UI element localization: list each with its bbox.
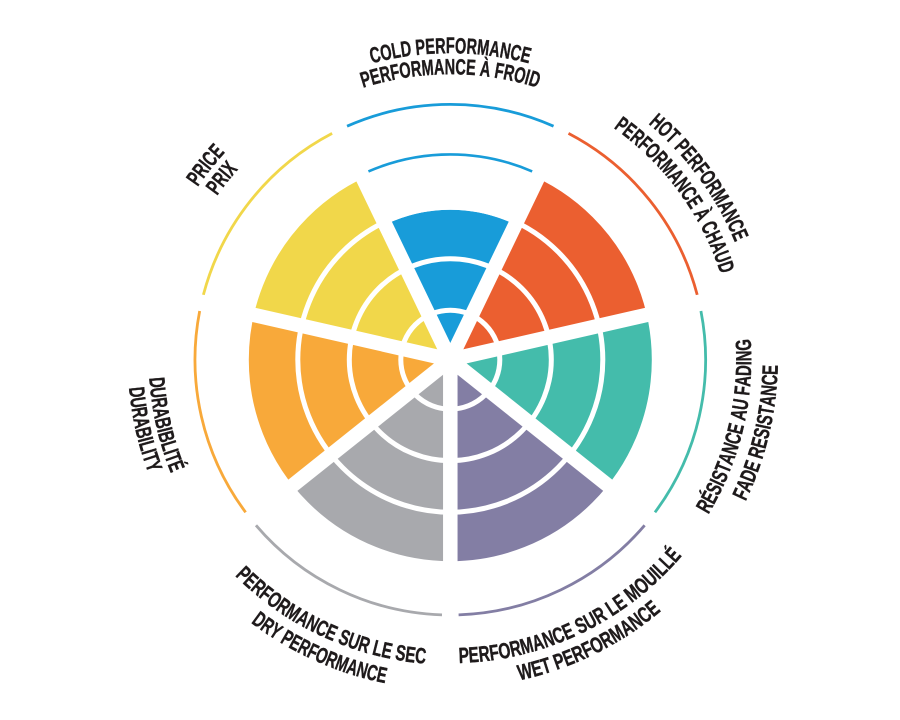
svg-text:R: R [466,34,479,59]
svg-text:I: I [133,434,158,444]
svg-text:C: C [757,373,782,386]
svg-text:E: E [758,364,783,375]
svg-text:A: A [730,374,755,387]
svg-text:A: A [725,407,751,423]
svg-text:A: A [755,394,781,408]
svg-text:M: M [421,55,435,81]
svg-text:D: D [124,386,150,399]
svg-text:P: P [458,644,469,669]
svg-text:M: M [476,34,491,60]
svg-text:F: F [488,641,501,666]
svg-text:D: D [145,376,171,388]
svg-text:R: R [147,396,173,410]
svg-text:I: I [522,64,532,89]
svg-text:A: A [148,406,174,421]
svg-text:L: L [389,37,402,63]
svg-text:E: E [465,55,476,80]
svg-text:W: W [515,659,535,686]
svg-text:U: U [125,395,151,409]
svg-text:U: U [145,386,171,399]
svg-text:I: I [751,422,776,431]
svg-text:O: O [397,57,412,83]
svg-text:M: M [518,633,537,660]
svg-text:D: D [731,365,756,377]
svg-text:C: C [508,39,523,65]
svg-text:I: I [137,446,162,457]
svg-text:F: F [729,385,754,397]
svg-text:R: R [409,56,423,82]
svg-text:P: P [414,34,426,60]
svg-text:C: C [455,54,466,79]
svg-text:À: À [479,56,492,82]
svg-text:O: O [378,39,394,66]
svg-text:R: R [435,33,447,58]
svg-text:O: O [496,639,512,665]
svg-text:I: I [152,425,177,435]
svg-text:G: G [731,339,756,352]
svg-text:A: A [433,54,444,79]
svg-text:N: N [731,350,756,361]
svg-text:E: E [404,643,417,669]
svg-text:N: N [498,37,513,63]
svg-text:I: I [731,361,756,365]
svg-text:A: A [129,415,155,430]
svg-text:R: R [127,405,153,420]
svg-text:I: I [159,446,184,458]
svg-text:E: E [424,33,435,58]
svg-text:S: S [394,641,408,667]
svg-text:A: A [488,36,502,62]
svg-text:F: F [446,33,455,58]
svg-text:F: F [493,58,506,84]
svg-text:O: O [455,33,467,58]
svg-text:N: N [756,384,781,397]
svg-text:N: N [445,54,456,79]
svg-text:D: D [399,36,413,62]
svg-text:U: U [727,397,753,411]
svg-text:R: R [477,642,491,667]
svg-text:C: C [414,644,428,669]
svg-text:S: S [752,413,778,427]
svg-text:E: E [468,643,480,668]
